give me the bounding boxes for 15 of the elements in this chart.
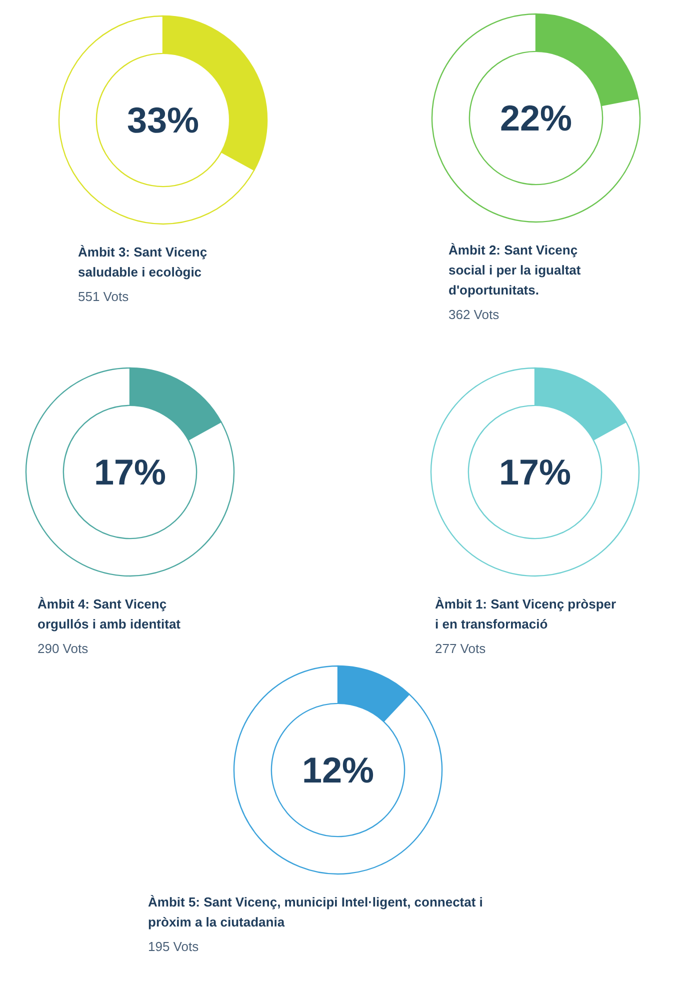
text: Àmbit 4: Sant Vicenç orgullós i amb identitat bbox=[38, 596, 182, 632]
text: 290 Vots bbox=[38, 641, 89, 656]
data-label: 22% bbox=[500, 98, 572, 138]
text: 277 Vots bbox=[435, 641, 486, 656]
data-label: 17% bbox=[498, 452, 572, 492]
text: Àmbit 3: Sant Vicenç saludable i ecològic bbox=[78, 244, 211, 280]
text: Àmbit 2: Sant Vicenç social i per la igualtat d'oportunitats. bbox=[448, 242, 584, 298]
data-label: 33% bbox=[126, 100, 200, 140]
text: 551 Vots bbox=[78, 289, 130, 304]
text: 362 Vots bbox=[448, 307, 500, 322]
data-label: 17% bbox=[94, 452, 166, 492]
text: 195 Vots bbox=[148, 939, 200, 954]
data-label: 12% bbox=[302, 750, 374, 790]
text: Àmbit 5: Sant Vicenç, municipi Intel·ligent, connectat i pròxim a la ciutadania bbox=[148, 894, 487, 930]
text: Àmbit 1: Sant Vicenç pròsper i en transformació bbox=[435, 596, 620, 632]
